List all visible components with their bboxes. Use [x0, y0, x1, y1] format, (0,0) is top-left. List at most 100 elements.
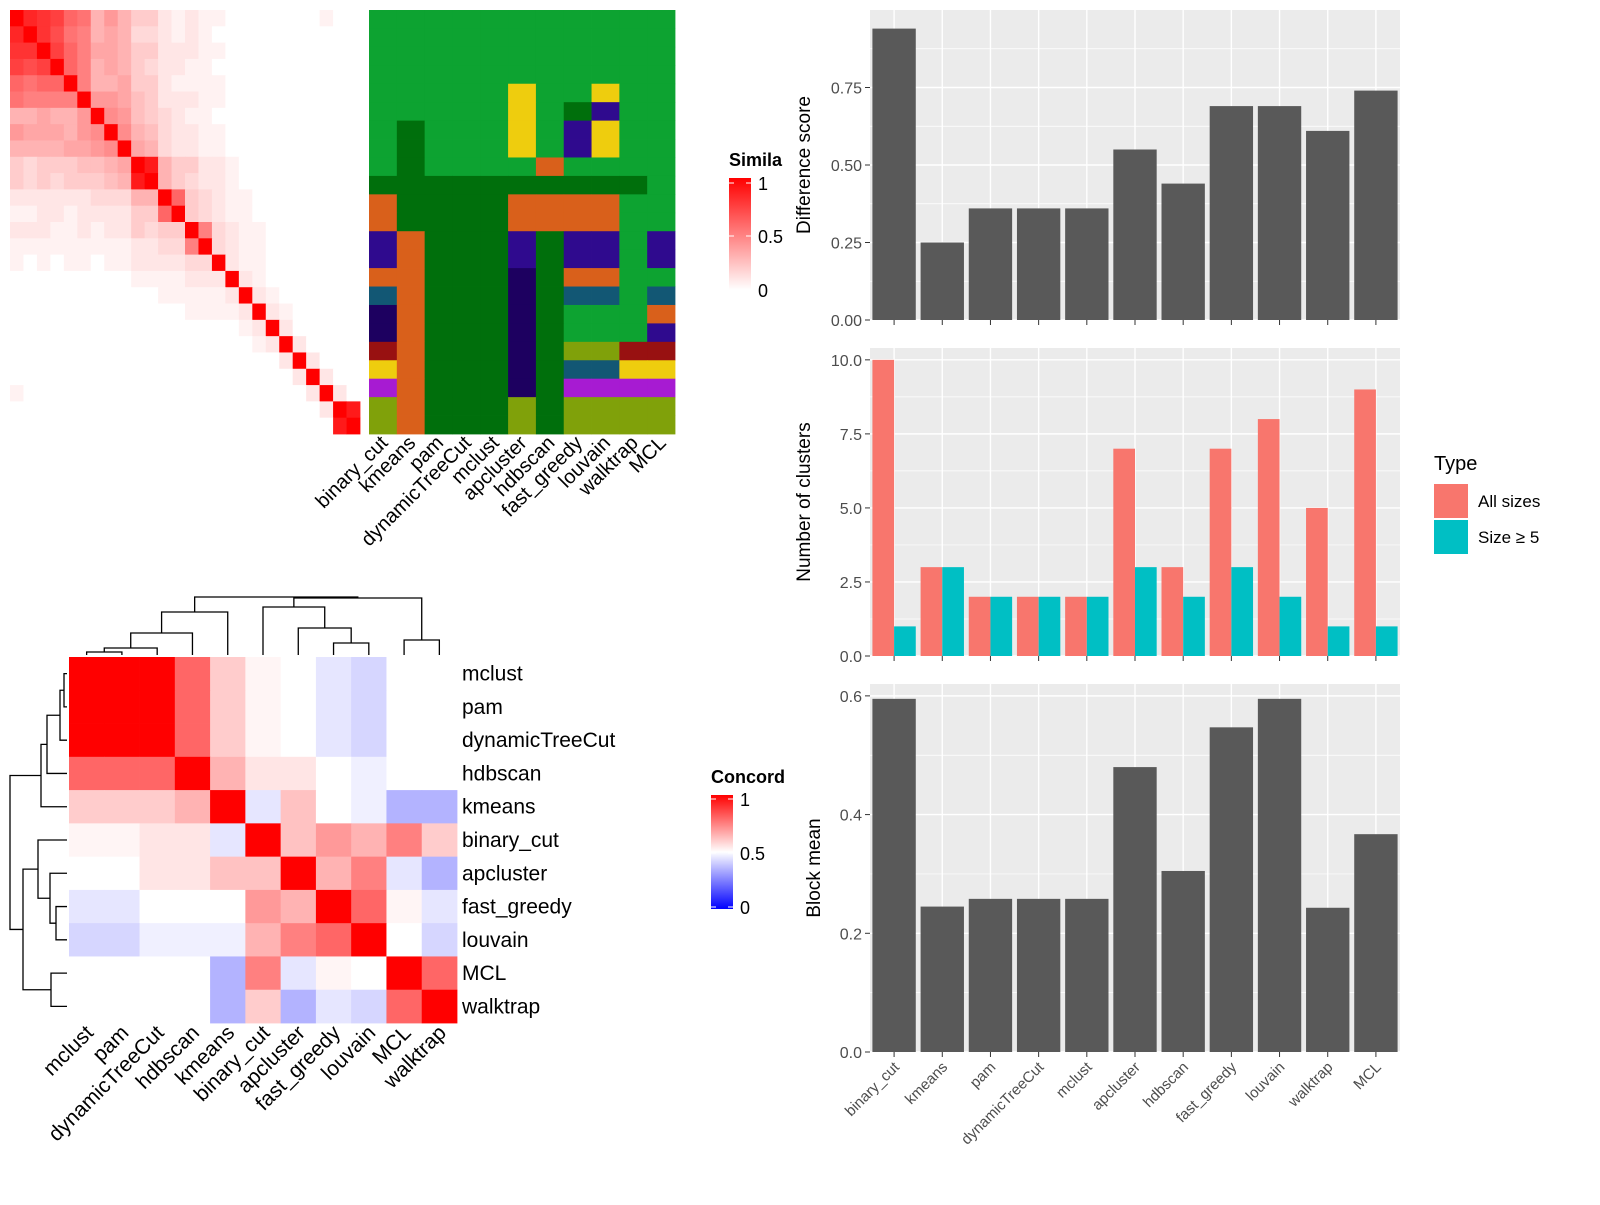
similarity-cell	[158, 205, 172, 223]
similarity-cell	[346, 352, 361, 370]
dendrogram-branch	[49, 872, 67, 924]
similarity-cell	[252, 287, 267, 304]
cluster-cell	[396, 268, 426, 287]
bar-all-sizes	[1113, 448, 1135, 656]
concordance-cell	[351, 923, 387, 957]
similarity-cell	[346, 222, 361, 239]
cluster-cell	[480, 341, 509, 361]
similarity-cell	[225, 75, 240, 92]
similarity-cell	[292, 303, 307, 321]
concordance-cell	[104, 856, 140, 891]
cluster-cell	[480, 175, 509, 195]
bar	[968, 208, 1013, 320]
cluster-cell	[647, 360, 676, 380]
similarity-cell	[36, 270, 51, 288]
cluster-cell	[647, 175, 676, 195]
concordance-cell	[69, 790, 105, 824]
similarity-cell	[225, 124, 240, 141]
similarity-cell	[319, 189, 334, 207]
y-tick-label: 0.6	[840, 689, 862, 706]
similarity-cell	[144, 222, 159, 239]
similarity-cell	[265, 107, 280, 125]
concordance-cell	[386, 690, 423, 724]
x-tick-label: binary_cut	[842, 1058, 904, 1120]
similarity-cell	[252, 417, 267, 435]
similarity-cell	[50, 26, 65, 44]
similarity-cell	[50, 417, 65, 435]
similarity-cell	[185, 303, 199, 321]
similarity-cell	[238, 124, 253, 141]
similarity-cell	[333, 124, 347, 141]
similarity-cell	[117, 58, 132, 76]
cluster-cell	[647, 378, 676, 398]
cluster-cell	[535, 10, 565, 29]
legend-colorbar	[711, 795, 733, 909]
similarity-cell	[158, 10, 172, 27]
cluster-cell	[647, 249, 676, 269]
cluster-cell	[619, 304, 648, 324]
similarity-cell	[23, 140, 38, 158]
cluster-cell	[535, 157, 565, 177]
similarity-cell	[238, 352, 253, 370]
similarity-cell	[319, 26, 334, 44]
similarity-cell	[23, 352, 38, 370]
cluster-cell	[508, 212, 537, 232]
cluster-cell	[396, 120, 426, 140]
similarity-cell	[144, 10, 159, 27]
cluster-cell	[480, 397, 509, 416]
similarity-cell	[306, 270, 321, 288]
cluster-cell	[591, 10, 620, 29]
y-tick-label: 0.25	[831, 236, 862, 253]
cluster-cell	[563, 231, 592, 251]
similarity-cell	[117, 222, 132, 239]
similarity-cell	[131, 270, 146, 288]
similarity-cell	[306, 140, 321, 158]
cluster-cell	[563, 268, 592, 287]
similarity-cell	[171, 254, 186, 272]
cluster-cell	[480, 286, 509, 306]
similarity-cell	[63, 254, 78, 272]
similarity-cell	[63, 10, 78, 27]
similarity-cell	[252, 303, 267, 321]
similarity-cell	[117, 368, 132, 386]
similarity-cell	[158, 401, 172, 419]
similarity-cell	[292, 254, 307, 272]
similarity-cell	[346, 10, 361, 27]
similarity-cell	[144, 189, 159, 207]
similarity-cell	[185, 189, 199, 207]
cluster-cell	[480, 102, 509, 121]
similarity-cell	[117, 303, 132, 321]
similarity-cell	[104, 270, 119, 288]
legend-title: Type	[1434, 453, 1477, 475]
cluster-cell	[369, 378, 398, 398]
similarity-cell	[10, 10, 24, 27]
concordance-cell	[104, 989, 140, 1024]
cluster-cell	[647, 10, 676, 29]
similarity-cell	[36, 254, 51, 272]
similarity-cell	[131, 156, 146, 174]
similarity-cell	[265, 124, 280, 141]
similarity-cell	[36, 58, 51, 76]
similarity-cell	[77, 26, 92, 44]
dendrogram-branch	[37, 839, 67, 899]
y-tick-label: 0.4	[840, 808, 862, 825]
similarity-cell	[23, 205, 38, 223]
similarity-cell	[158, 107, 172, 125]
cluster-cell	[591, 249, 620, 269]
similarity-cell	[144, 368, 159, 386]
similarity-cell	[198, 91, 213, 109]
cluster-cell	[563, 212, 592, 232]
cluster-cell	[647, 28, 676, 48]
similarity-cell	[306, 352, 321, 370]
similarity-cell	[23, 303, 38, 321]
cluster-cell	[563, 249, 592, 269]
cluster-cell	[508, 28, 537, 48]
cluster-cell	[591, 323, 620, 343]
similarity-cell	[238, 140, 253, 158]
cluster-cell	[369, 249, 398, 269]
similarity-cell	[319, 58, 334, 76]
concordance-cell	[104, 657, 140, 691]
similarity-cell	[319, 222, 334, 239]
similarity-cell	[50, 270, 65, 288]
